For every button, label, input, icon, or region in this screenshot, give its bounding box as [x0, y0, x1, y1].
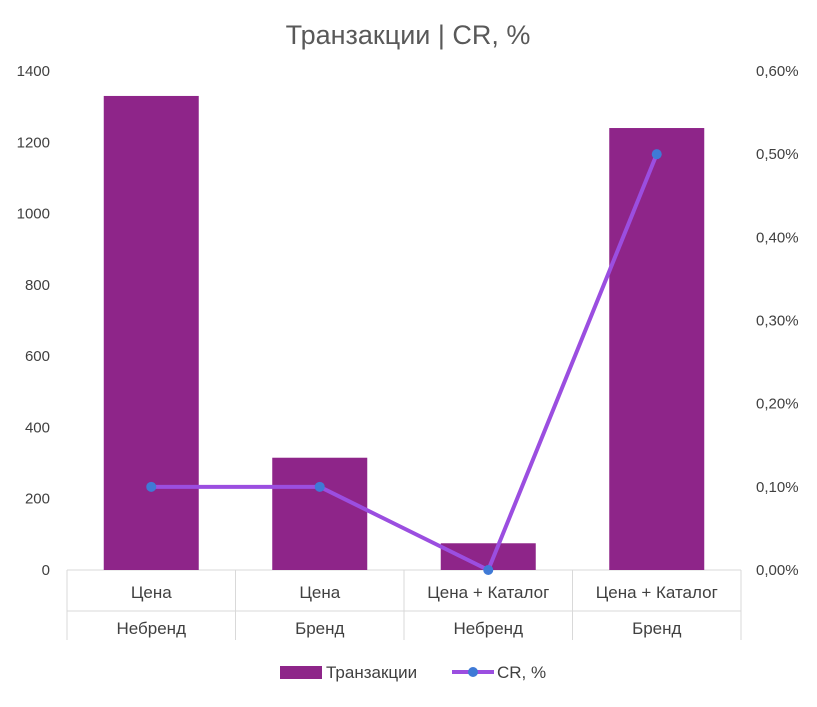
left-tick-label: 0	[42, 562, 50, 579]
cr-point	[314, 481, 325, 492]
right-tick-label: 0,20%	[756, 396, 799, 413]
bar	[272, 457, 368, 570]
category-labels: Цена Небренд Цена Бренд Цена + Каталог Небрен…	[117, 583, 718, 638]
legend-line-marker	[468, 667, 478, 677]
category-label-line2: Бренд	[632, 619, 681, 638]
legend-bar-label: Транзакции	[326, 663, 417, 682]
category-label-line2: Небренд	[454, 619, 524, 638]
left-tick-label: 1000	[17, 206, 50, 223]
bar-series	[103, 95, 705, 570]
category-label-line2: Бренд	[295, 619, 344, 638]
left-tick-label: 200	[25, 491, 50, 508]
chart-title: Транзакции | CR, %	[286, 20, 531, 50]
right-tick-label: 0,40%	[756, 229, 799, 246]
left-axis-ticks: 0 200 400 600 800 1000 1200 1400	[17, 63, 50, 579]
category-label-line1: Цена + Каталог	[427, 583, 549, 602]
category-label-line1: Цена	[299, 583, 340, 602]
right-axis-ticks: 0,00% 0,10% 0,20% 0,30% 0,40% 0,50% 0,60%	[756, 63, 799, 579]
right-tick-label: 0,10%	[756, 479, 799, 496]
bar	[103, 95, 199, 570]
right-tick-label: 0,60%	[756, 63, 799, 80]
cr-line	[151, 153, 659, 572]
bar	[609, 128, 705, 570]
category-label-line1: Цена + Каталог	[596, 583, 718, 602]
legend: Транзакции CR, %	[280, 663, 546, 682]
cr-point	[483, 565, 494, 575]
left-tick-label: 400	[25, 419, 50, 436]
category-label-line1: Цена	[131, 583, 172, 602]
line-series	[146, 149, 662, 575]
left-tick-label: 800	[25, 277, 50, 294]
cr-point	[146, 481, 157, 492]
legend-bar-swatch	[280, 666, 322, 679]
right-tick-label: 0,30%	[756, 313, 799, 330]
category-label-line2: Небренд	[117, 619, 187, 638]
cr-point	[651, 149, 662, 160]
legend-line-label: CR, %	[497, 663, 546, 682]
right-tick-label: 0,50%	[756, 146, 799, 163]
left-tick-label: 1400	[17, 63, 50, 80]
left-tick-label: 1200	[17, 134, 50, 151]
left-tick-label: 600	[25, 348, 50, 365]
right-tick-label: 0,00%	[756, 562, 799, 579]
